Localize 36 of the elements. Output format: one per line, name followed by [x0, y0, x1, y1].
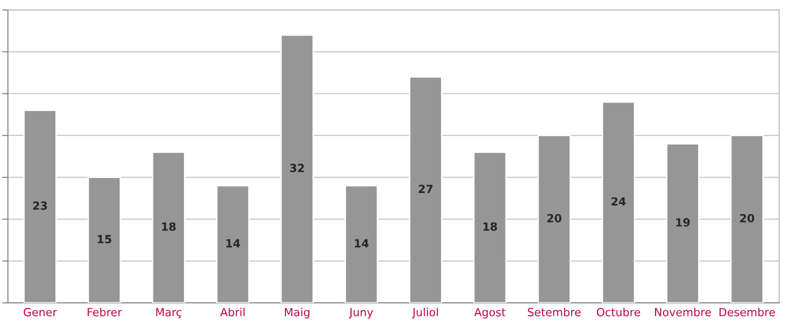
data-label: 27 [418, 184, 433, 193]
data-label: 18 [162, 222, 176, 231]
bar [23, 110, 57, 303]
bar [666, 143, 700, 303]
bar [602, 101, 636, 303]
data-label: 19 [676, 218, 690, 227]
x-tick-label: Gener [24, 308, 57, 316]
data-label: 20 [740, 214, 754, 222]
x-tick-label: Desembre [720, 308, 775, 316]
data-label: 15 [98, 235, 112, 244]
x-tick-label: Juny [348, 308, 374, 318]
x-tick-label: Febrer [88, 308, 122, 316]
x-tick-label: Juliol [412, 308, 438, 318]
data-label: 14 [226, 239, 240, 248]
bar [408, 76, 442, 303]
bar [344, 184, 378, 303]
x-tick-label: Abril [220, 308, 245, 316]
bar [280, 34, 314, 303]
data-label: 32 [290, 164, 304, 172]
x-tick-label: Novembre [655, 308, 711, 316]
data-label: 18 [483, 222, 497, 231]
bar [473, 152, 507, 303]
bar [537, 134, 571, 303]
bar [216, 184, 250, 303]
data-label: 20 [547, 214, 562, 222]
data-label: 23 [33, 201, 47, 210]
x-tick-label: Agost [474, 308, 506, 318]
x-tick-label: Octubre [596, 308, 640, 316]
x-tick-label: Setembre [528, 308, 581, 316]
data-label: 24 [612, 197, 626, 206]
bar [88, 176, 122, 303]
bar [152, 152, 186, 303]
x-tick-label: Març [156, 308, 182, 318]
x-tick-label: Maig [284, 308, 310, 318]
bar [730, 134, 764, 303]
data-label: 14 [354, 239, 369, 248]
